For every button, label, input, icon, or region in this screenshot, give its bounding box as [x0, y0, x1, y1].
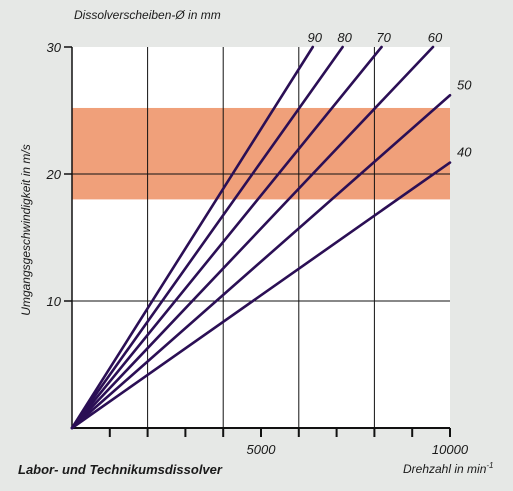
series-label-70: 70 — [376, 30, 391, 45]
plot-area — [72, 47, 450, 428]
series-label-80: 80 — [337, 30, 352, 45]
y-tick-label: 30 — [47, 40, 62, 55]
x-axis-label-text: Drehzahl in min — [403, 462, 487, 476]
x-axis-label: Drehzahl in min-1 — [403, 461, 494, 476]
chart-title: Labor- und Technikumsdissolver — [18, 462, 223, 477]
highlight-band-layer — [72, 47, 450, 428]
tick-layer — [64, 46, 451, 437]
series-label-50: 50 — [457, 77, 472, 92]
x-tick-label: 10000 — [432, 442, 469, 457]
series-layer — [70, 45, 452, 430]
series-label-60: 60 — [428, 30, 443, 45]
series-line-60 — [70, 45, 435, 430]
legend-title: Dissolverscheiben-Ø in mm — [74, 8, 221, 22]
highlight-band — [72, 107, 450, 200]
series-line-70 — [70, 45, 383, 430]
x-axis-label-superscript: -1 — [486, 461, 493, 470]
series-line-40 — [70, 161, 452, 430]
series-line-50 — [70, 93, 452, 430]
label-layer: 5000 10000 10 20 30 90 80 70 60 50 40 — [46, 30, 473, 457]
y-axis-label: Umgangsgeschwindigkeit in m/s — [19, 144, 33, 315]
x-tick-label: 5000 — [247, 442, 277, 457]
series-line-90 — [70, 45, 315, 430]
series-label-40: 40 — [457, 145, 472, 160]
y-tick-label: 10 — [47, 294, 62, 309]
series-line-80 — [70, 45, 344, 430]
y-tick-label: 20 — [46, 167, 62, 182]
series-label-90: 90 — [308, 30, 323, 45]
